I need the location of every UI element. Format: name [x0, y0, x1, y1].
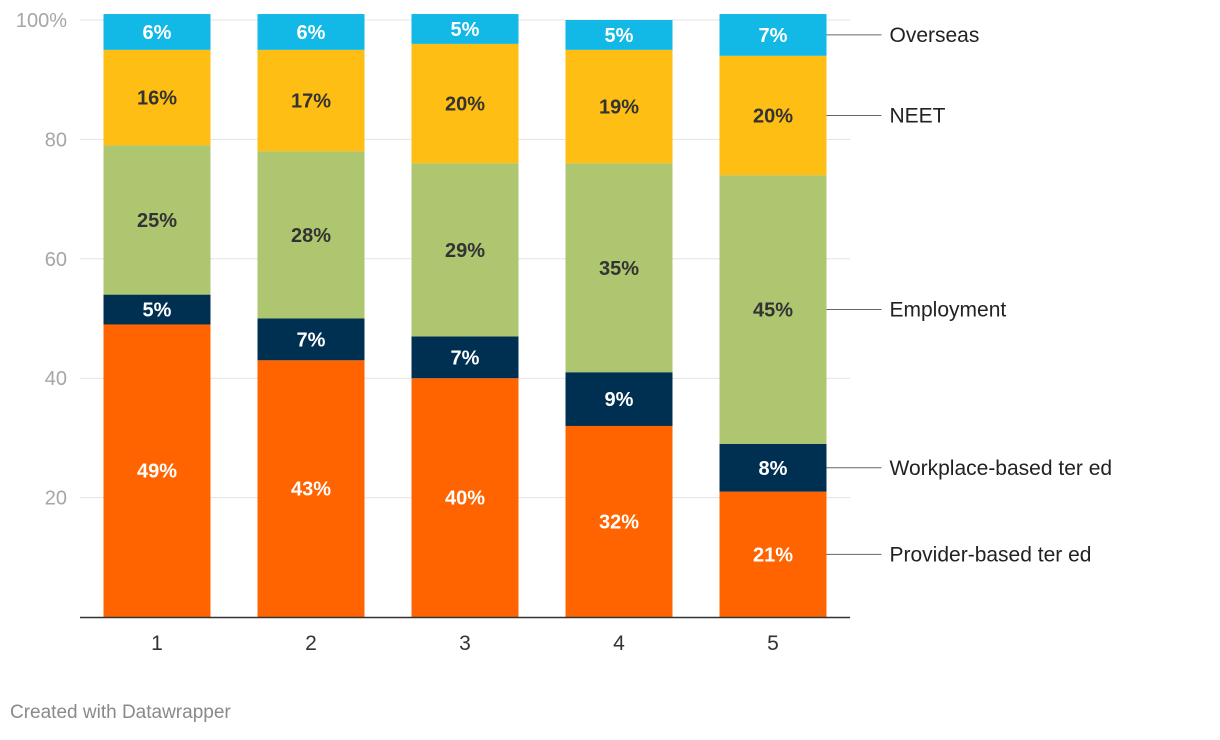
- bar-label-4-1: 16%: [137, 88, 177, 110]
- bar-segment-4-1: [103, 49, 211, 146]
- bar-label-2-5: 8%: [759, 458, 788, 480]
- bar-segment-1-1: [103, 324, 211, 617]
- bar-label-1-2: 43%: [291, 479, 331, 501]
- bar-segment-4-2: [257, 49, 365, 152]
- bar-segment-1-5: [719, 491, 827, 617]
- y-tick-label-20: 20: [45, 488, 67, 510]
- bar-label-3-2: 28%: [291, 225, 331, 247]
- legend-label-1: Provider-based ter ed: [890, 543, 1092, 566]
- bar-label-4-5: 20%: [753, 106, 793, 128]
- bar-label-4-2: 17%: [291, 91, 331, 113]
- bar-segment-1-4: [565, 425, 673, 617]
- bar-label-3-3: 29%: [445, 240, 485, 262]
- bar-label-2-1: 5%: [143, 300, 172, 322]
- legend-label-4: NEET: [890, 105, 946, 128]
- bar-segment-3-1: [103, 145, 211, 295]
- datawrapper-credit: Created with Datawrapper: [10, 702, 231, 723]
- bar-segment-2-2: [257, 318, 365, 361]
- x-tick-label-2: 2: [305, 632, 317, 655]
- bar-segment-3-3: [411, 163, 519, 337]
- bar-label-2-3: 7%: [451, 347, 480, 369]
- bar-segment-1-2: [257, 360, 365, 617]
- bar-label-3-1: 25%: [137, 210, 177, 232]
- bar-segment-2-1: [103, 294, 211, 325]
- bar-label-5-3: 5%: [451, 19, 480, 41]
- x-tick-label-4: 4: [613, 632, 625, 655]
- bar-label-3-5: 45%: [753, 300, 793, 322]
- bar-segment-5-2: [257, 14, 365, 50]
- bar-segment-2-4: [565, 372, 673, 426]
- bar-segment-3-4: [565, 163, 673, 373]
- bar-label-2-2: 7%: [297, 329, 326, 351]
- legend: Provider-based ter ed Workplace-based ter…: [826, 24, 1113, 566]
- bar-segment-3-2: [257, 151, 365, 319]
- bar-segment-5-4: [565, 20, 673, 50]
- x-axis-ticks: 1 2 3 4 5: [151, 632, 779, 655]
- bar-label-3-4: 35%: [599, 258, 639, 280]
- x-tick-label-1: 1: [151, 632, 163, 655]
- y-tick-label-60: 60: [45, 249, 67, 271]
- bar-label-5-5: 7%: [759, 25, 788, 47]
- y-tick-label-100: 100%: [16, 10, 67, 32]
- y-tick-label-80: 80: [45, 129, 67, 151]
- legend-label-5: Overseas: [890, 24, 980, 47]
- bar-segment-3-5: [719, 175, 827, 444]
- bar-label-5-2: 6%: [297, 22, 326, 44]
- bar-label-4-4: 19%: [599, 97, 639, 119]
- bar-segment-4-4: [565, 49, 673, 164]
- bar-segment-5-5: [719, 14, 827, 56]
- legend-label-3: Employment: [890, 299, 1007, 322]
- y-tick-label-40: 40: [45, 368, 67, 390]
- bar-segment-2-5: [719, 443, 827, 492]
- bar-label-1-5: 21%: [753, 544, 793, 566]
- x-tick-label-5: 5: [767, 632, 779, 655]
- bar-label-1-1: 49%: [137, 461, 177, 483]
- bar-label-2-4: 9%: [605, 389, 634, 411]
- bar-label-1-3: 40%: [445, 488, 485, 510]
- x-tick-label-3: 3: [459, 632, 471, 655]
- bars: 49% 5% 25% 16% 6% 43% 7% 28% 17% 6% 40% 7% 29% 20% 5% 3…: [103, 14, 827, 617]
- bar-segment-2-3: [411, 336, 519, 379]
- bar-label-1-4: 32%: [599, 511, 639, 533]
- bar-label-5-1: 6%: [143, 22, 172, 44]
- y-axis-ticks: 20 40 60 80 100%: [16, 10, 67, 510]
- bar-segment-5-3: [411, 14, 519, 44]
- bar-segment-5-1: [103, 14, 211, 50]
- bar-segment-4-5: [719, 55, 827, 176]
- bar-segment-4-3: [411, 43, 519, 164]
- bar-label-4-3: 20%: [445, 94, 485, 116]
- bar-segment-1-3: [411, 378, 519, 617]
- legend-label-2: Workplace-based ter ed: [890, 457, 1113, 480]
- bar-label-5-4: 5%: [605, 25, 634, 47]
